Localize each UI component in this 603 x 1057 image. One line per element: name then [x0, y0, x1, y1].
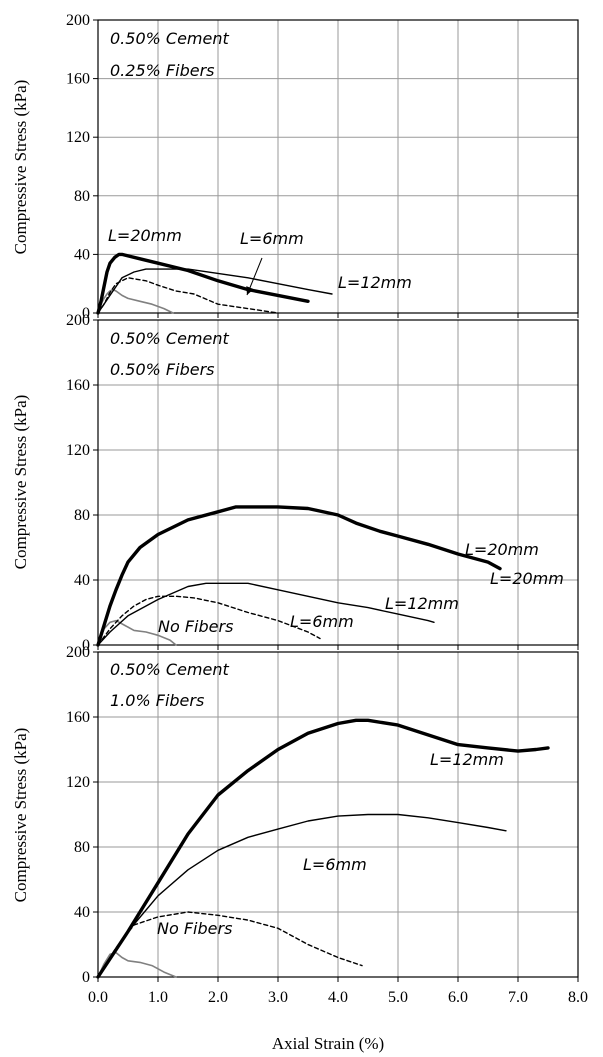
y-tick-label: 80 — [74, 188, 90, 205]
series-annotation: L=6mm — [290, 612, 354, 631]
series-line-l-20mm — [96, 718, 550, 979]
series-annotation: L=12mm — [385, 594, 459, 613]
x-tick-label: 1.0 — [148, 989, 168, 1006]
x-tick-label: 3.0 — [268, 989, 288, 1006]
series-line-l-20mm — [96, 505, 502, 647]
series-line-l-12mm — [97, 813, 507, 978]
y-tick-label: 200 — [66, 312, 90, 329]
y-tick-label: 200 — [66, 12, 90, 29]
y-tick-label: 120 — [66, 442, 90, 459]
panel-condition-label: 0.50% Cement — [110, 329, 230, 348]
y-tick-label: 200 — [66, 644, 90, 661]
panel-condition-label: 1.0% Fibers — [110, 691, 204, 710]
x-tick-label: 4.0 — [328, 989, 348, 1006]
x-tick-label: 2.0 — [208, 989, 228, 1006]
series-line-l-12mm — [97, 268, 333, 314]
series-line-l-20mm — [96, 252, 310, 315]
series-annotation: L=12mm — [430, 750, 504, 769]
y-tick-label: 0 — [82, 305, 90, 322]
x-tick-label: 6.0 — [448, 989, 468, 1006]
panel-condition-label: 0.25% Fibers — [110, 61, 214, 80]
series-line-l-12mm — [97, 582, 435, 646]
y-tick-label: 40 — [74, 246, 90, 263]
panel-condition-label: 0.50% Cement — [110, 660, 230, 679]
y-axis-label: Compressive Stress (kPa) — [11, 728, 30, 903]
annotation-arrow-head — [246, 286, 254, 295]
x-axis-label: Axial Strain (%) — [272, 1034, 384, 1053]
series-annotation: No Fibers — [158, 617, 233, 636]
panel-condition-label: 0.50% Cement — [110, 29, 230, 48]
y-axis-label: Compressive Stress (kPa) — [11, 80, 30, 255]
x-tick-label: 0.0 — [88, 989, 108, 1006]
series-line-no-fibers — [97, 619, 177, 646]
series-annotation: L=20mm — [490, 569, 564, 588]
series-annotation: L=6mm — [303, 855, 367, 874]
x-tick-label: 5.0 — [388, 989, 408, 1006]
series-annotation: L=20mm — [465, 540, 539, 559]
y-tick-label: 160 — [66, 377, 90, 394]
y-tick-label: 80 — [74, 507, 90, 524]
series-line-l-6mm — [97, 595, 321, 646]
series-annotation: No Fibers — [157, 919, 232, 938]
series-annotation: L=6mm — [240, 229, 304, 248]
y-tick-label: 160 — [66, 709, 90, 726]
y-tick-label: 40 — [74, 572, 90, 589]
series-line-l-6mm — [97, 277, 279, 314]
y-tick-label: 120 — [66, 129, 90, 146]
x-tick-label: 8.0 — [568, 989, 588, 1006]
y-tick-label: 120 — [66, 774, 90, 791]
y-tick-label: 0 — [82, 637, 90, 654]
y-tick-label: 40 — [74, 904, 90, 921]
x-tick-label: 7.0 — [508, 989, 528, 1006]
y-tick-label: 0 — [82, 969, 90, 986]
y-axis-label: Compressive Stress (kPa) — [11, 395, 30, 570]
series-line-no-fibers — [97, 288, 174, 314]
y-tick-label: 80 — [74, 839, 90, 856]
series-line-no-fibers — [97, 951, 177, 978]
y-tick-label: 160 — [66, 71, 90, 88]
panel-condition-label: 0.50% Fibers — [110, 360, 214, 379]
series-annotation: L=20mm — [108, 226, 182, 245]
series-annotation: L=12mm — [338, 273, 412, 292]
